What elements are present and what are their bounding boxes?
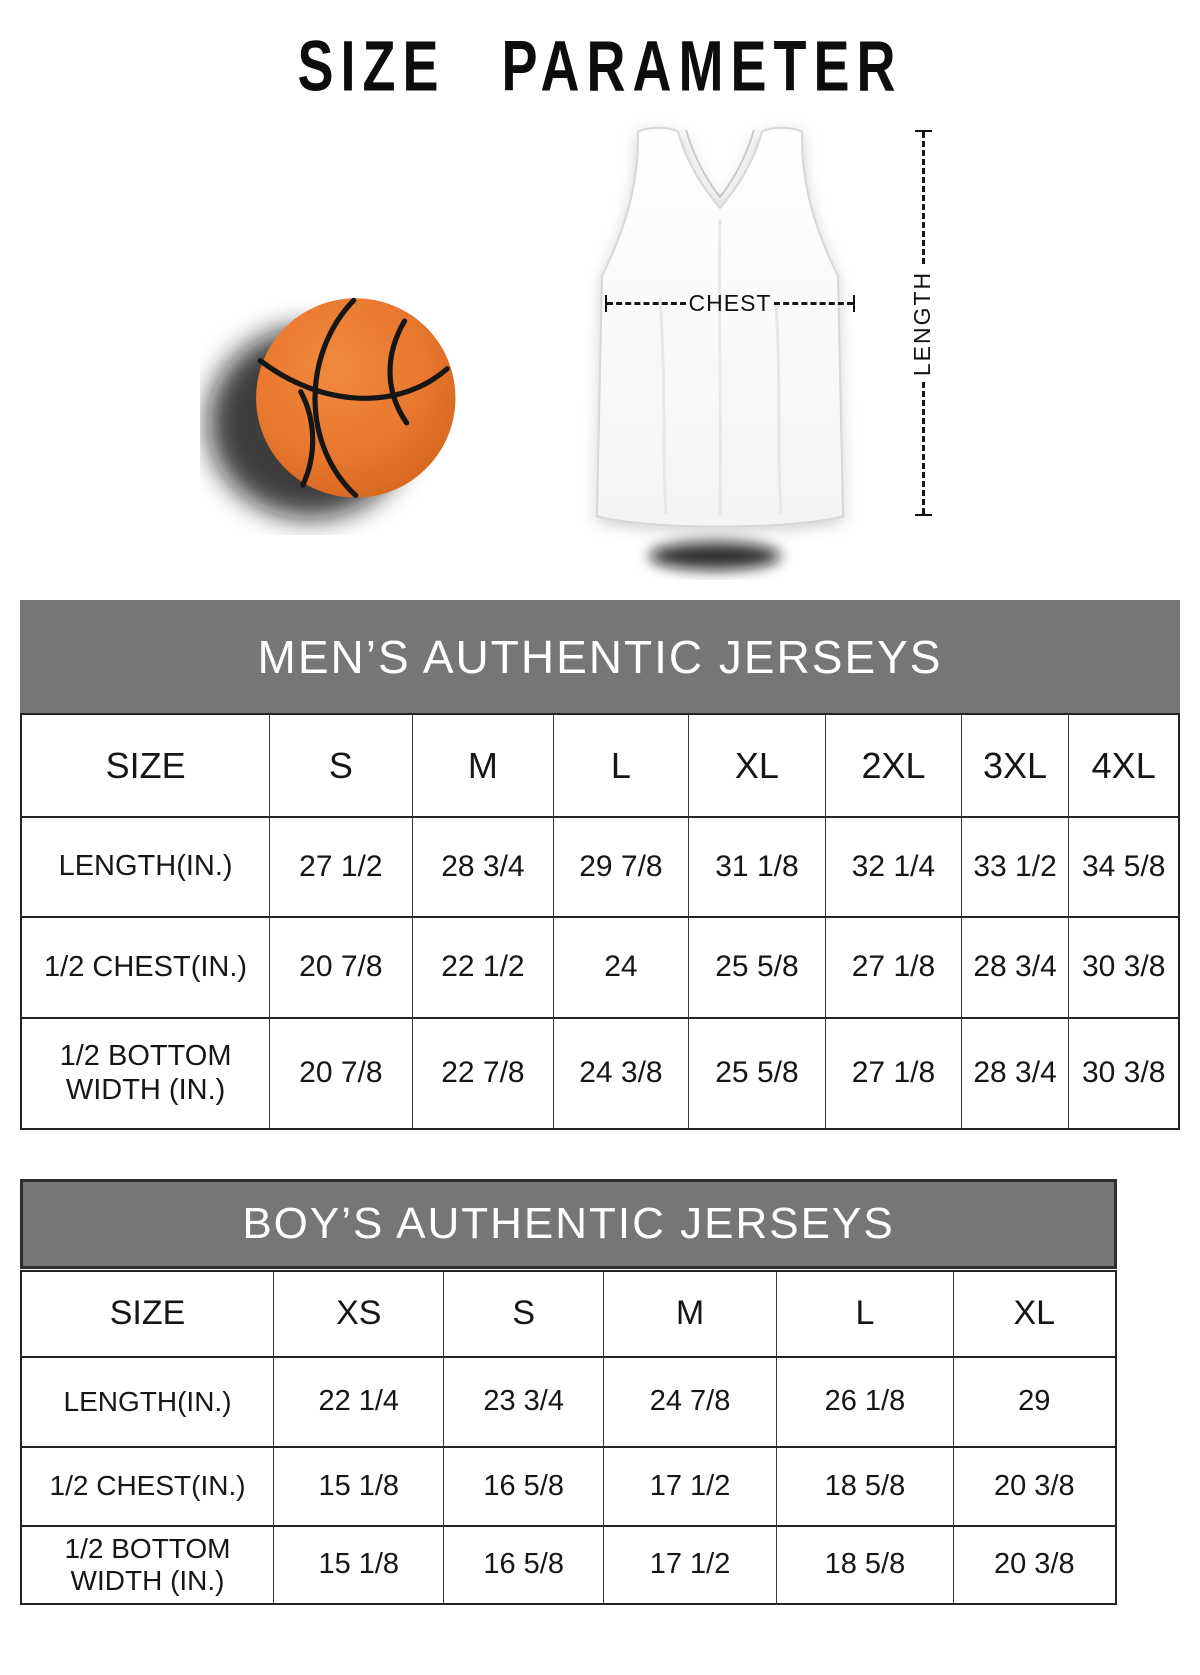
mens-value: 22 7/8 <box>413 1019 555 1128</box>
mens-size-table: SIZE S M L XL 2XL 3XL 4XL LENGTH(IN.) 27… <box>20 713 1180 1130</box>
boys-col-header: SIZE <box>22 1272 275 1358</box>
chest-measure-line: CHEST <box>605 289 856 316</box>
mens-section-title: MEN’S AUTHENTIC JERSEYS <box>257 630 943 683</box>
mens-value: 28 3/4 <box>962 1019 1070 1128</box>
boys-value: 16 5/8 <box>444 1526 604 1603</box>
chest-right-tick <box>853 294 856 312</box>
boys-row-label: 1/2 BOTTOM WIDTH (IN.) <box>22 1526 275 1603</box>
mens-row-label: 1/2 CHEST(IN.) <box>22 918 271 1020</box>
boys-value: 24 7/8 <box>603 1357 778 1448</box>
mens-col-header: M <box>412 715 555 818</box>
length-dash-top <box>921 132 925 264</box>
boys-row-label: LENGTH(IN.) <box>22 1357 275 1448</box>
mens-value: 27 1/8 <box>826 918 962 1020</box>
mens-value: 20 7/8 <box>270 1019 413 1128</box>
length-dash-bottom <box>921 382 925 514</box>
boys-value: 29 <box>953 1358 1115 1448</box>
mens-value: 32 1/4 <box>826 818 962 919</box>
boys-col-header: M <box>603 1272 778 1358</box>
mens-value: 29 7/8 <box>554 818 689 919</box>
mens-row-label-line1: 1/2 BOTTOM <box>59 1040 232 1073</box>
boys-value: 17 1/2 <box>603 1447 778 1527</box>
mens-col-header: S <box>270 715 413 818</box>
boys-row-label: 1/2 CHEST(IN.) <box>22 1447 275 1527</box>
mens-value: 20 7/8 <box>270 918 413 1020</box>
mens-value: 25 5/8 <box>688 918 827 1020</box>
mens-col-header: 3XL <box>961 715 1070 818</box>
basketball-icon <box>208 297 456 519</box>
boys-value: 20 3/8 <box>993 1548 1075 1581</box>
boys-col-header: S <box>444 1272 604 1358</box>
boys-value: 23 3/4 <box>444 1357 604 1448</box>
length-label-wrap: LENGTH <box>870 264 975 382</box>
mens-value: 27 1/8 <box>826 1019 962 1128</box>
mens-value: 24 <box>554 918 689 1020</box>
length-top-tick <box>914 130 932 132</box>
mens-col-header: XL <box>688 715 827 818</box>
mens-col-header: SIZE <box>22 715 271 818</box>
chest-dash-left <box>607 301 686 305</box>
boys-row-label-line1: 1/2 BOTTOM <box>64 1532 231 1564</box>
mens-value: 34 5/8 <box>1069 818 1178 919</box>
boys-value: 15 1/8 <box>274 1447 445 1527</box>
boys-value: 22 1/4 <box>274 1357 445 1448</box>
boys-row-label-line2: WIDTH (IN.) <box>70 1564 225 1596</box>
mens-row-label: 1/2 BOTTOM WIDTH (IN.) <box>22 1019 271 1128</box>
mens-value: 27 1/2 <box>270 818 413 919</box>
boys-col-header: XS <box>274 1272 445 1358</box>
chest-label: CHEST <box>688 289 772 316</box>
boys-value: 18 5/8 <box>777 1526 954 1603</box>
mens-col-header: 2XL <box>826 715 962 818</box>
jersey-icon <box>595 126 845 570</box>
mens-row-label-line2: WIDTH (IN.) <box>65 1073 226 1106</box>
mens-value: 30 3/8 <box>1081 1056 1166 1090</box>
mens-value: 31 1/8 <box>688 818 827 919</box>
length-measure-line: LENGTH <box>908 130 938 516</box>
mens-value: 30 3/8 <box>1069 918 1178 1020</box>
boys-value: 26 1/8 <box>777 1357 954 1448</box>
mens-value: 28 3/4 <box>961 918 1070 1020</box>
boys-section-title: BOY’S AUTHENTIC JERSEYS <box>242 1199 895 1248</box>
mens-value: 22 1/2 <box>412 918 555 1020</box>
length-label: LENGTH <box>909 270 936 376</box>
mens-value: 24 3/8 <box>554 1019 689 1128</box>
boys-size-table: SIZE XS S M L XL LENGTH(IN.) 22 1/4 23 3… <box>20 1270 1117 1605</box>
boys-value: 18 5/8 <box>777 1447 954 1527</box>
boys-value: 16 5/8 <box>444 1447 604 1527</box>
page-title: SIZE PARAMETER <box>297 27 903 107</box>
boys-col-header: L <box>777 1272 954 1358</box>
chest-dash-right <box>774 301 854 305</box>
mens-row-label: LENGTH(IN.) <box>22 818 271 919</box>
mens-value: 33 1/2 <box>961 818 1070 919</box>
boys-value: 17 1/2 <box>604 1526 778 1603</box>
mens-value: 25 5/8 <box>689 1019 827 1128</box>
mens-section-header: MEN’S AUTHENTIC JERSEYS <box>20 600 1180 713</box>
boys-value: 15 1/8 <box>274 1526 445 1603</box>
boys-col-header: XL <box>953 1272 1115 1358</box>
boys-value: 20 3/8 <box>953 1448 1115 1527</box>
mens-value: 28 3/4 <box>412 818 555 919</box>
length-bottom-tick <box>914 514 932 516</box>
mens-col-header: 4XL <box>1069 715 1178 818</box>
mens-col-header: L <box>554 715 689 818</box>
boys-section-header: BOY’S AUTHENTIC JERSEYS <box>20 1179 1117 1269</box>
chest-left-tick <box>605 294 607 312</box>
